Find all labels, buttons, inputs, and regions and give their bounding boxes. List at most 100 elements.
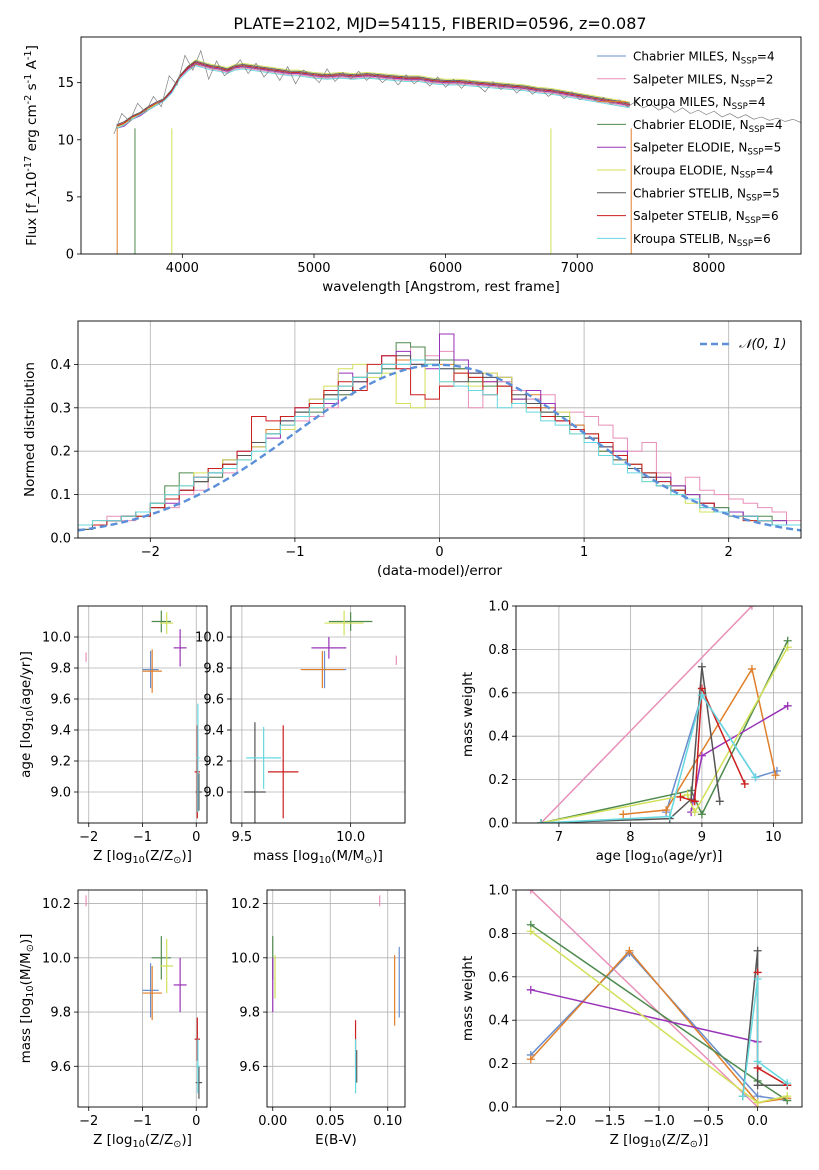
legend-label: Kroupa ELODIE, NSSP=4: [633, 164, 773, 181]
weight-marker: [751, 773, 760, 782]
weight-marker: [526, 985, 535, 994]
histogram-step-series: [78, 359, 801, 526]
y-tick-label: 1.0: [488, 600, 509, 615]
y-axis-label: Normed distribution: [22, 362, 38, 497]
y-tick-label: 10.0: [195, 631, 224, 646]
x-tick-label: 7000: [561, 261, 594, 276]
histogram-step-series: [78, 355, 801, 526]
y-tick-label: 9.4: [50, 724, 71, 739]
x-tick-label: 0: [192, 830, 200, 845]
x-tick-label: 0.10: [373, 1114, 402, 1129]
y-tick-label: 9.6: [50, 693, 71, 708]
y-axis-label: Flux [f_λ10-17 erg cm-2 s-1 A-1]: [23, 45, 40, 246]
legend-label: 𝒩(0, 1): [739, 337, 786, 352]
mass-vs-EBV-plot-area: [267, 890, 405, 1107]
y-tick-label: 9.2: [50, 755, 71, 770]
y-tick-label: 0.6: [488, 970, 509, 985]
weight-marker: [771, 771, 780, 780]
legend-label: Chabrier STELIB, NSSP=5: [633, 186, 780, 203]
y-tick-label: 9.8: [50, 1006, 71, 1021]
x-tick-label: −0.5: [693, 1114, 725, 1129]
chart-mass-weight-vs-Z: −2.0 −1.5 −1.0 −0.5 0.0 0.0 0.2 0.4 0.6 0.8 1.0 Z […: [460, 884, 803, 1150]
weight-marker: [690, 797, 699, 806]
y-tick-label: 9.8: [50, 662, 71, 677]
x-tick-label: 0: [192, 1114, 200, 1129]
x-tick-label: 7: [555, 830, 563, 845]
y-tick-label: 0.4: [50, 358, 71, 373]
y-tick-label: 15: [57, 76, 74, 91]
weight-marker: [697, 751, 706, 760]
weight-series-line: [540, 640, 789, 823]
chart-age-vs-mass: 9.5 10.0 9.0 9.2 9.4 9.6 9.8 10.0 mass [log10(M/…: [195, 605, 406, 866]
residuals-plot-area: [78, 321, 801, 538]
weight-marker: [683, 790, 692, 799]
legend-label: Salpeter STELIB, NSSP=6: [633, 209, 779, 226]
y-tick-label: 5: [66, 190, 74, 205]
mass-vs-EBV-axes-frame: [266, 889, 406, 1108]
y-tick-label: 0.2: [488, 773, 509, 788]
y-tick-label: 0.1: [50, 488, 71, 503]
y-tick-label: 9.8: [203, 662, 224, 677]
weight-series-line: [530, 890, 759, 1107]
y-tick-label: 0.4: [488, 1014, 509, 1029]
weight-marker: [753, 974, 762, 983]
y-tick-label: 10: [57, 133, 74, 148]
weight-marker: [753, 1081, 762, 1090]
y-tick-label: 0.8: [488, 927, 509, 942]
age-vs-mass-plot-area: [231, 606, 405, 823]
weight-series-line: [665, 693, 778, 813]
x-tick-label: 4000: [166, 261, 199, 276]
weight-marker: [747, 664, 756, 673]
x-tick-label: 1: [580, 545, 588, 560]
x-tick-label: 0.00: [258, 1114, 287, 1129]
weight-series-line: [680, 688, 746, 803]
weight-marker: [783, 701, 792, 710]
y-axis-label: mass weight: [460, 956, 476, 1041]
weight-marker: [783, 1092, 792, 1101]
x-axis-label: Z [log10(Z/Z⊙)]: [610, 1132, 709, 1150]
y-axis-label: mass [log10(M/M⊙)]: [18, 934, 36, 1064]
x-tick-label: 0.0: [747, 1114, 768, 1129]
weight-marker: [715, 797, 724, 806]
spectrum-series-line: [116, 65, 630, 129]
weight-marker: [537, 819, 546, 823]
weight-marker: [753, 1057, 762, 1066]
y-tick-label: 9.4: [203, 724, 224, 739]
x-tick-label: 10.0: [336, 830, 365, 845]
x-tick-label: −2: [79, 830, 98, 845]
y-tick-label: 9.0: [203, 786, 224, 801]
spectrum-series-line: [116, 63, 630, 127]
x-tick-label: 9.5: [232, 830, 253, 845]
y-tick-label: 0.4: [488, 730, 509, 745]
y-tick-label: 10.0: [42, 951, 71, 966]
y-tick-label: 10.2: [42, 897, 71, 912]
spectrum-series-line: [116, 63, 630, 127]
y-tick-label: 0.0: [488, 1101, 509, 1116]
chart-age-vs-Z: −2 −1 0 9.0 9.2 9.4 9.6 9.8 10.0 Z [log10(Z/Z⊙)] a…: [18, 605, 208, 866]
y-axis-label: age [log10(age/yr)]: [18, 651, 36, 778]
mass-weight-vs-Z-plot-area: [516, 890, 802, 1107]
legend-label: Salpeter ELODIE, NSSP=5: [633, 141, 781, 158]
x-tick-label: 8000: [692, 261, 725, 276]
y-tick-label: 10.0: [231, 951, 260, 966]
weight-marker: [625, 946, 634, 955]
x-tick-label: −2.0: [545, 1114, 577, 1129]
y-tick-label: 10.0: [42, 631, 71, 646]
x-axis-label: Z [log10(Z/Z⊙)]: [93, 1132, 192, 1150]
x-tick-label: 5000: [297, 261, 330, 276]
x-tick-label: −1: [285, 545, 304, 560]
y-tick-label: 9.6: [203, 693, 224, 708]
y-tick-label: 1.0: [488, 884, 509, 899]
legend-label: Kroupa MILES, NSSP=4: [633, 95, 766, 112]
age-vs-mass-axes-frame: [230, 605, 406, 824]
chart-spectrum: 4000 5000 6000 7000 8000 0 5 10 15 wavelength [An…: [23, 36, 802, 295]
weight-marker: [676, 792, 685, 801]
x-tick-label: 6000: [429, 261, 462, 276]
mass-weight-vs-age-axes-frame: [515, 605, 803, 824]
y-tick-label: 0.2: [50, 445, 71, 460]
y-tick-label: 9.6: [50, 1060, 71, 1075]
weight-marker: [753, 1098, 762, 1107]
weight-marker: [526, 890, 535, 894]
x-axis-label: age [log10(age/yr)]: [596, 848, 723, 866]
